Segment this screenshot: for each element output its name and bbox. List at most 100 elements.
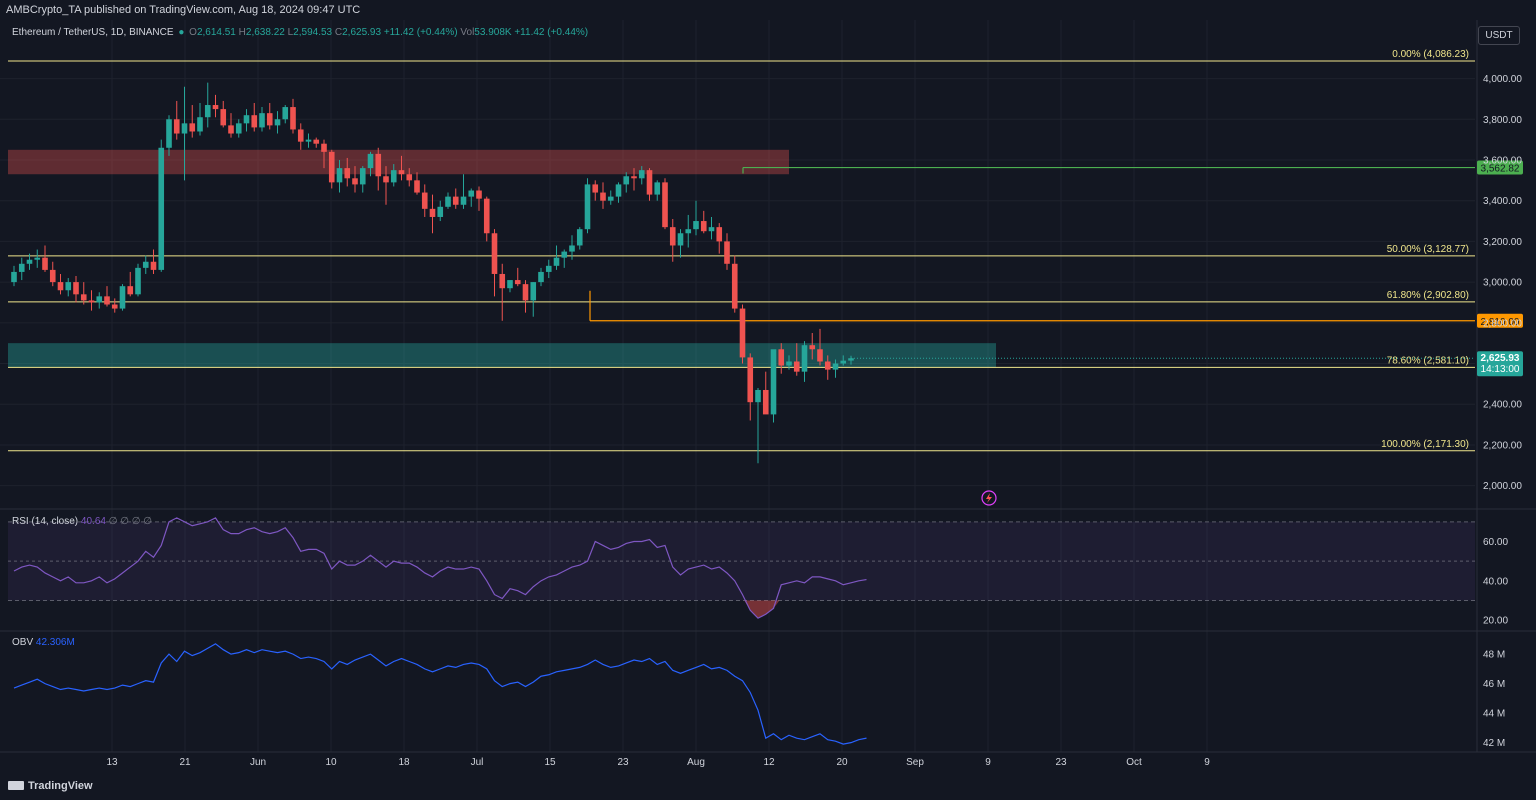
candle-body bbox=[166, 119, 172, 148]
candle-body bbox=[499, 273, 506, 289]
candle-body bbox=[615, 184, 622, 197]
candle-body bbox=[220, 109, 227, 126]
rsi-line bbox=[13, 517, 867, 619]
event-icon bbox=[981, 490, 997, 506]
candle-body bbox=[538, 271, 544, 283]
candle-body bbox=[553, 257, 560, 266]
candle-body bbox=[344, 168, 351, 179]
candle-body bbox=[336, 168, 343, 183]
candle-body bbox=[662, 182, 668, 228]
time-axis-label: 15 bbox=[544, 757, 556, 768]
candle-body bbox=[406, 174, 413, 181]
candle-body bbox=[42, 257, 48, 270]
candle-body bbox=[18, 263, 25, 272]
candle-body bbox=[421, 192, 428, 209]
candle-body bbox=[739, 308, 746, 358]
fib-level-label: 50.00% (3,128.77) bbox=[1387, 244, 1469, 255]
candle-body bbox=[111, 304, 118, 309]
candle-body bbox=[282, 107, 289, 120]
volume-label: Vol bbox=[460, 27, 475, 38]
candle-body bbox=[576, 229, 583, 246]
publisher-line: AMBCrypto_TA published on TradingView.co… bbox=[6, 4, 361, 16]
close-value: 2,625.93 bbox=[342, 27, 382, 38]
price-axis-label: 3,200.00 bbox=[1483, 237, 1522, 248]
rsi-axis-label: 60.00 bbox=[1483, 537, 1508, 548]
candle-body bbox=[158, 147, 165, 270]
candle-body bbox=[840, 360, 847, 364]
resistance-price-label: 2,810.00 bbox=[1481, 317, 1520, 328]
symbol-name[interactable]: Ethereum / TetherUS, 1D, BINANCE bbox=[12, 27, 174, 38]
candle-body bbox=[445, 196, 451, 207]
candle-body bbox=[398, 170, 405, 175]
candle-body bbox=[693, 221, 699, 230]
candle-body bbox=[274, 119, 281, 126]
obv-legend[interactable]: OBV 42.306M bbox=[12, 637, 75, 648]
time-axis-label: 9 bbox=[1204, 757, 1210, 768]
candle-body bbox=[127, 286, 134, 295]
candle-body bbox=[677, 233, 684, 246]
candle-body bbox=[561, 251, 568, 258]
candle-body bbox=[522, 284, 529, 301]
candle-body bbox=[204, 105, 211, 118]
rsi-extra: ∅ ∅ ∅ ∅ bbox=[108, 516, 152, 527]
candle-body bbox=[290, 107, 296, 130]
price-axis-label: 3,800.00 bbox=[1483, 115, 1522, 126]
candle-body bbox=[181, 123, 188, 134]
currency-button[interactable]: USDT bbox=[1478, 26, 1520, 45]
fib-level-label: 61.80% (2,902.80) bbox=[1387, 290, 1469, 301]
candle-body bbox=[778, 349, 785, 366]
time-axis-label: 9 bbox=[985, 757, 991, 768]
brand-label: TradingView bbox=[28, 780, 93, 792]
candle-body bbox=[80, 294, 87, 301]
price-axis-label: 2,000.00 bbox=[1483, 481, 1522, 492]
high-label: H bbox=[238, 27, 246, 38]
candle-body bbox=[476, 190, 482, 199]
price-axis-label: 4,000.00 bbox=[1483, 74, 1522, 85]
candle-body bbox=[483, 198, 490, 234]
symbol-legend: Ethereum / TetherUS, 1D, BINANCE ● O2,61… bbox=[12, 27, 588, 38]
candle-body bbox=[266, 113, 273, 126]
time-axis-label: 21 bbox=[179, 757, 191, 768]
obv-axis-label: 44 M bbox=[1483, 709, 1505, 720]
candle-body bbox=[150, 261, 157, 270]
candle-body bbox=[49, 269, 56, 283]
time-axis-label: 20 bbox=[836, 757, 848, 768]
time-axis-label: 10 bbox=[325, 757, 337, 768]
candle-body bbox=[259, 113, 265, 128]
fib-level-label: 78.60% (2,581.10) bbox=[1387, 355, 1469, 366]
obv-axis-label: 42 M bbox=[1483, 738, 1505, 749]
candle-body bbox=[429, 208, 436, 217]
grid-layer bbox=[0, 20, 1475, 752]
candle-body bbox=[685, 229, 692, 234]
candle-body bbox=[212, 105, 219, 110]
candle-body bbox=[189, 123, 196, 132]
tradingview-logo[interactable]: TradingView bbox=[8, 780, 93, 792]
candle-body bbox=[592, 184, 599, 193]
candle-body bbox=[491, 233, 498, 274]
time-axis-label: Oct bbox=[1126, 757, 1142, 768]
candle-body bbox=[243, 115, 250, 124]
rsi-legend[interactable]: RSI (14, close) 40.64 ∅ ∅ ∅ ∅ bbox=[12, 516, 152, 527]
candle-body bbox=[34, 257, 41, 260]
obv-label: OBV bbox=[12, 637, 34, 648]
candle-body bbox=[716, 227, 723, 242]
rsi-oversold-fill bbox=[744, 600, 780, 619]
candle-body bbox=[731, 263, 738, 309]
change-value: +11.42 (+0.44%) bbox=[383, 27, 458, 38]
high-value: 2,638.22 bbox=[245, 27, 285, 38]
candle-body bbox=[600, 192, 606, 201]
candle-body bbox=[654, 182, 661, 195]
last-price-tag bbox=[1477, 351, 1523, 377]
price-axis-label: 2,800.00 bbox=[1483, 318, 1522, 329]
candle-body bbox=[507, 280, 513, 289]
time-axis-label: Jul bbox=[471, 757, 484, 768]
candle-body bbox=[817, 349, 823, 362]
candle-body bbox=[638, 170, 645, 179]
candle-body bbox=[26, 259, 33, 264]
obv-line bbox=[13, 643, 867, 745]
rsi-value: 40.64 bbox=[80, 516, 106, 527]
candle-body bbox=[197, 117, 203, 132]
candle-body bbox=[669, 227, 676, 246]
candle-body bbox=[96, 296, 103, 303]
